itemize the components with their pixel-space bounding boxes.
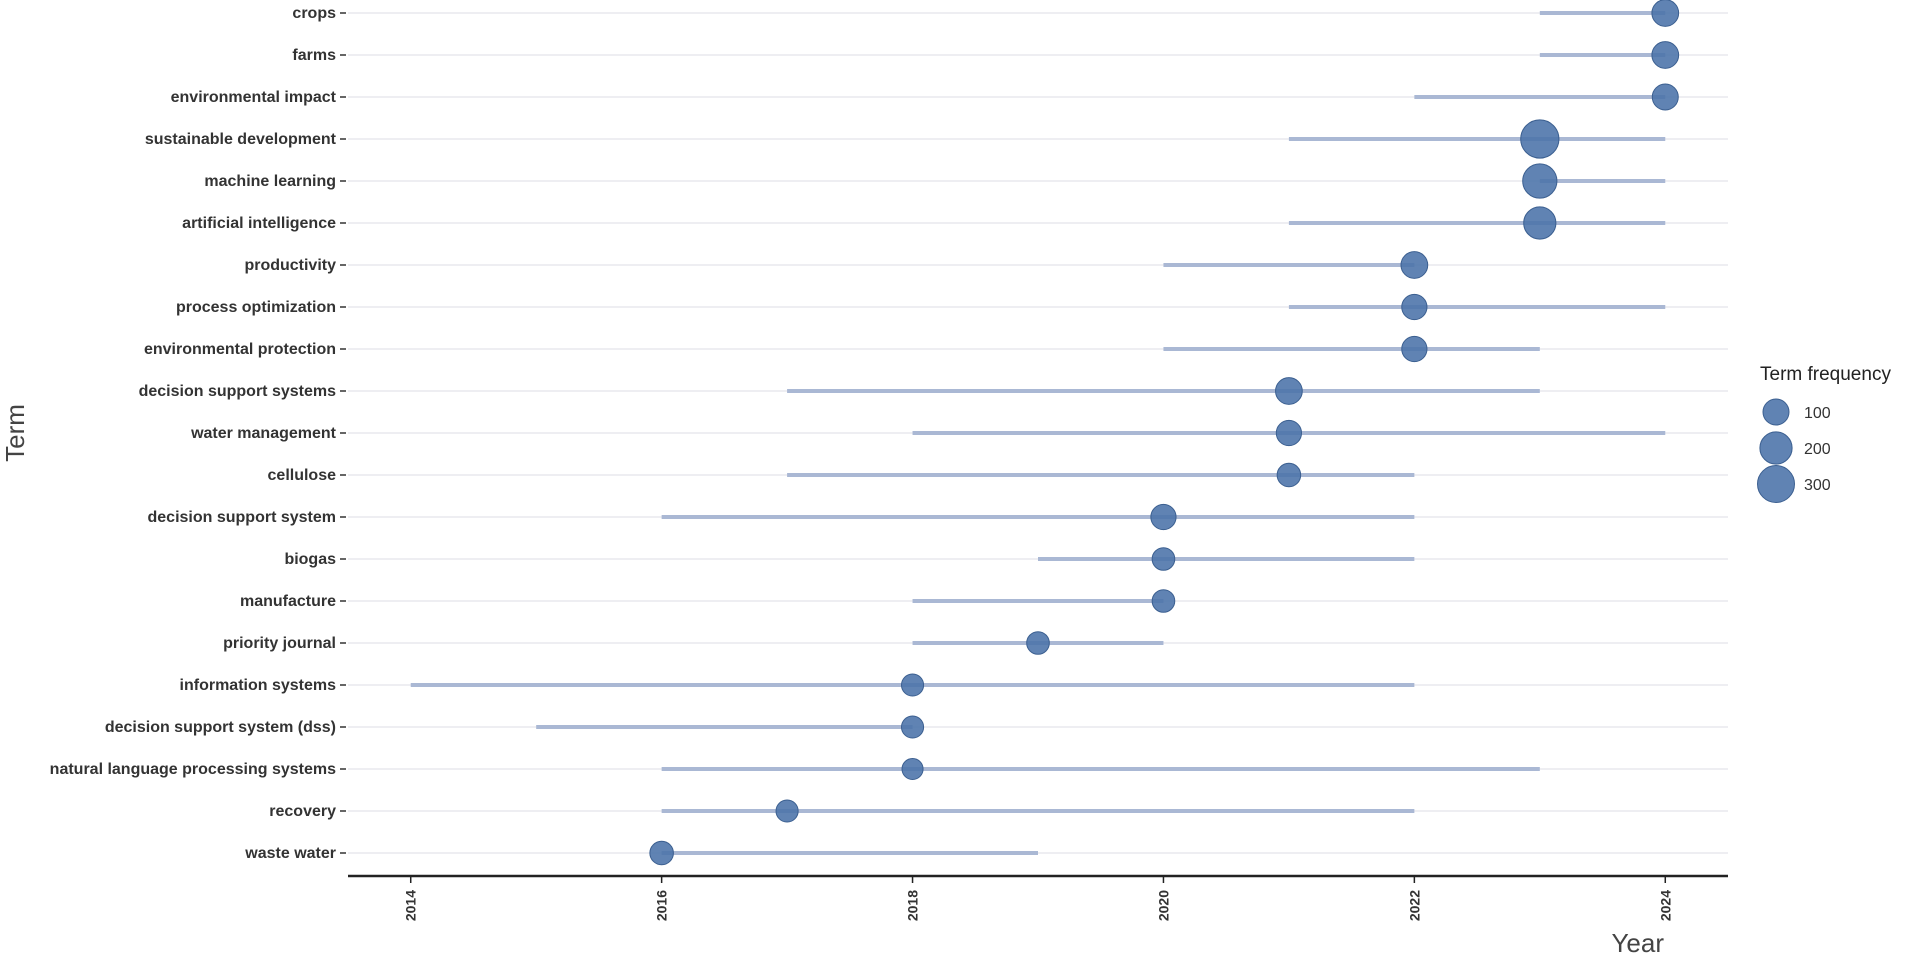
x-tick-label: 2014 bbox=[403, 890, 419, 921]
term-point bbox=[1151, 547, 1176, 571]
term-point bbox=[1651, 83, 1679, 111]
term-point bbox=[1522, 163, 1558, 199]
term-label: artificial intelligence bbox=[182, 215, 336, 232]
term-point bbox=[900, 673, 925, 697]
x-tick-label: 2016 bbox=[654, 890, 670, 921]
term-point bbox=[1400, 251, 1429, 279]
term-point bbox=[1275, 419, 1303, 447]
term-label: decision support systems bbox=[139, 383, 336, 400]
term-point bbox=[901, 757, 924, 781]
term-label: productivity bbox=[244, 257, 336, 274]
legend: Term frequency 100 200 300 bbox=[1757, 364, 1891, 503]
x-tick-label: 2018 bbox=[905, 890, 921, 921]
legend-size-marker bbox=[1757, 465, 1795, 503]
term-point bbox=[1275, 377, 1303, 405]
range-lines-layer bbox=[410, 11, 1666, 855]
y-axis-title: Term bbox=[0, 404, 30, 462]
term-label: biogas bbox=[284, 551, 336, 568]
legend-size-marker bbox=[1762, 398, 1790, 426]
x-axis-title: Year bbox=[1611, 928, 1664, 958]
x-tick-label: 2020 bbox=[1155, 890, 1171, 921]
x-tick-label: 2022 bbox=[1406, 890, 1422, 921]
term-point bbox=[649, 840, 674, 866]
term-point bbox=[1150, 503, 1177, 531]
term-point bbox=[1651, 41, 1680, 69]
term-label: water management bbox=[190, 425, 337, 442]
term-label: natural language processing systems bbox=[50, 761, 336, 778]
term-point bbox=[775, 799, 799, 823]
x-axis: 2014 2016 2018 2020 2022 2024 bbox=[348, 874, 1728, 921]
points-layer bbox=[649, 0, 1680, 866]
legend-title: Term frequency bbox=[1760, 364, 1891, 385]
term-label: sustainable development bbox=[145, 131, 337, 148]
term-point bbox=[900, 715, 925, 739]
legend-label: 300 bbox=[1804, 477, 1831, 494]
term-label: priority journal bbox=[223, 635, 336, 652]
term-label: waste water bbox=[244, 845, 336, 862]
term-label: recovery bbox=[269, 803, 336, 820]
term-label: manufacture bbox=[240, 593, 336, 610]
term-point bbox=[1151, 589, 1176, 613]
term-label: decision support system (dss) bbox=[105, 719, 336, 736]
term-label: environmental protection bbox=[144, 341, 336, 358]
term-point bbox=[1401, 335, 1428, 363]
term-label: environmental impact bbox=[171, 89, 337, 106]
term-label: cellulose bbox=[268, 467, 337, 484]
term-label: crops bbox=[292, 5, 336, 22]
term-label: process optimization bbox=[176, 299, 336, 316]
legend-size-marker bbox=[1759, 431, 1793, 465]
term-point bbox=[1401, 293, 1428, 321]
term-point bbox=[1651, 0, 1680, 27]
legend-label: 100 bbox=[1804, 405, 1831, 422]
term-label: decision support system bbox=[148, 509, 337, 526]
term-point bbox=[1520, 119, 1560, 159]
term-point bbox=[1523, 206, 1557, 240]
term-point bbox=[1276, 462, 1302, 488]
term-point bbox=[1026, 631, 1050, 655]
x-tick-label: 2024 bbox=[1657, 890, 1673, 921]
term-label: machine learning bbox=[204, 173, 336, 190]
term-labels-layer: crops farms environmental impact sustainabl… bbox=[50, 5, 346, 862]
term-label: information systems bbox=[180, 677, 337, 694]
legend-label: 200 bbox=[1804, 441, 1831, 458]
term-label: farms bbox=[292, 47, 336, 64]
